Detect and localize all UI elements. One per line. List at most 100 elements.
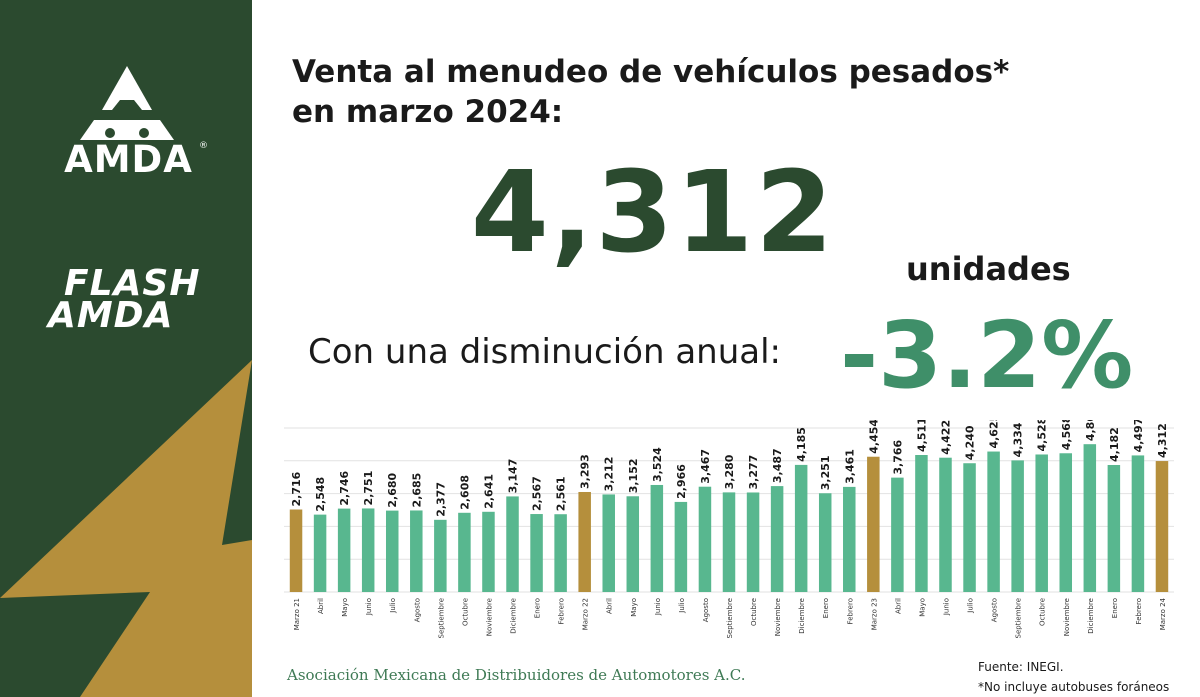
chart-bar — [674, 501, 688, 592]
chart-bar — [434, 519, 447, 592]
source-note: Fuente: INEGI. — [978, 660, 1064, 674]
chart-bar — [698, 486, 712, 592]
bar-value-label: 2,641 — [482, 474, 495, 509]
chart-bar — [337, 508, 351, 592]
x-tick-label: Septiembre — [1015, 598, 1023, 638]
flash-logo-line2: AMDA — [48, 295, 174, 336]
chart-bar — [458, 512, 471, 592]
bar-value-label: 2,608 — [458, 475, 471, 510]
chart-bar — [626, 496, 640, 592]
x-tick-label: Mayo — [630, 598, 638, 617]
chart-bar — [915, 454, 928, 592]
bar-value-label: 4,312 — [1156, 423, 1169, 458]
chart-bar — [361, 508, 375, 592]
bar-value-label: 2,548 — [314, 477, 327, 512]
bar-value-label: 3,487 — [771, 448, 784, 483]
headline: Venta al menudeo de vehículos pesados* e… — [292, 52, 1009, 132]
bar-value-label: 2,716 — [290, 471, 303, 506]
bar-value-label: 4,334 — [1012, 422, 1025, 457]
chart-bar — [554, 514, 567, 592]
bar-value-label: 3,147 — [507, 459, 520, 494]
x-tick-label: Mayo — [341, 598, 349, 617]
bar-value-label: 3,467 — [699, 449, 712, 484]
x-tick-label: Abril — [606, 598, 614, 614]
flash-logo-line1: FLASH — [64, 263, 201, 304]
x-tick-label: Abril — [894, 598, 902, 614]
bar-value-label: 3,766 — [891, 439, 904, 474]
x-tick-label: Marzo 24 — [1159, 597, 1167, 630]
x-tick-label: Enero — [1111, 598, 1119, 618]
x-tick-label: Febrero — [558, 598, 566, 624]
bar-value-label: 4,867 — [1084, 420, 1097, 441]
chart-bar — [794, 464, 808, 592]
bar-value-label: 4,182 — [1108, 427, 1121, 462]
x-tick-label: Septiembre — [437, 598, 445, 638]
chart-bar — [1155, 461, 1169, 592]
bar-value-label: 2,685 — [410, 473, 423, 508]
chart-bar — [289, 509, 303, 592]
x-tick-label: Agosto — [413, 598, 421, 622]
chart-bar — [1107, 464, 1121, 592]
bar-value-label: 3,251 — [819, 455, 832, 490]
bar-value-label: 2,751 — [362, 471, 375, 506]
chart-bar — [313, 514, 327, 592]
bar-value-label: 4,185 — [795, 427, 808, 462]
bar-value-label: 3,280 — [723, 454, 736, 489]
chart-bar — [578, 491, 591, 592]
x-tick-label: Julio — [389, 598, 397, 614]
chart-bar — [1083, 444, 1097, 592]
x-tick-label: Noviembre — [1063, 598, 1071, 636]
monthly-sales-bar-chart: 2,716 Marzo 21 2,548 Abril 2,746 Mayo 2,751 Jun… — [284, 420, 1174, 638]
bar-value-label: 4,568 — [1060, 420, 1073, 450]
bar-value-label: 3,152 — [627, 458, 640, 493]
headline-line1: Venta al menudeo de vehículos pesados* — [292, 54, 1010, 90]
x-tick-label: Junio — [365, 598, 373, 616]
bar-value-label: 4,497 — [1132, 420, 1145, 452]
x-tick-label: Octubre — [750, 598, 758, 626]
total-units-value: 4,312 — [470, 148, 836, 278]
x-tick-label: Julio — [678, 598, 686, 614]
x-tick-label: Marzo 21 — [293, 598, 301, 630]
bar-value-label: 3,293 — [579, 454, 592, 489]
chart-bar — [987, 451, 1000, 592]
bar-value-label: 4,422 — [939, 420, 952, 455]
x-tick-label: Diciembre — [510, 598, 518, 634]
chart-bar — [818, 493, 832, 592]
chart-bar — [1131, 455, 1145, 592]
footnote: *No incluye autobuses foráneos — [978, 680, 1170, 694]
chart-bar — [530, 514, 543, 592]
chart-bar — [939, 457, 952, 592]
bar-value-label: 2,966 — [675, 464, 688, 499]
x-tick-label: Enero — [534, 598, 542, 618]
bar-value-label: 4,511 — [915, 420, 928, 452]
logo-text: AMDA — [64, 138, 193, 181]
bar-value-label: 2,680 — [386, 472, 399, 507]
chart-bar — [963, 463, 976, 592]
x-tick-label: Abril — [317, 598, 325, 614]
units-label: unidades — [906, 250, 1071, 288]
chart-bar — [602, 494, 615, 592]
chart-bar — [1011, 460, 1024, 592]
x-tick-label: Noviembre — [774, 598, 782, 636]
chart-bar — [650, 484, 664, 592]
mountain-logo-icon — [80, 66, 174, 140]
x-tick-label: Mayo — [918, 598, 926, 617]
x-tick-label: Diciembre — [1087, 598, 1095, 634]
chart-bar — [843, 486, 856, 592]
bar-value-label: 3,524 — [651, 447, 664, 482]
chart-bar — [385, 510, 399, 592]
bar-value-label: 3,212 — [603, 457, 616, 492]
chart-bar — [1059, 453, 1073, 592]
bar-value-label: 2,561 — [555, 476, 568, 511]
bar-value-label: 2,567 — [531, 476, 544, 511]
bar-value-label: 2,746 — [338, 470, 351, 505]
bar-value-label: 3,461 — [843, 449, 856, 484]
x-tick-label: Julio — [967, 598, 975, 614]
x-tick-label: Junio — [654, 598, 662, 616]
x-tick-label: Noviembre — [485, 598, 493, 636]
registered-mark: ® — [199, 141, 208, 151]
annual-change-label: Con una disminución anual: — [308, 332, 782, 372]
bar-value-label: 4,454 — [867, 420, 880, 454]
bar-value-label: 3,277 — [747, 455, 760, 490]
chart-bar — [1035, 454, 1048, 592]
